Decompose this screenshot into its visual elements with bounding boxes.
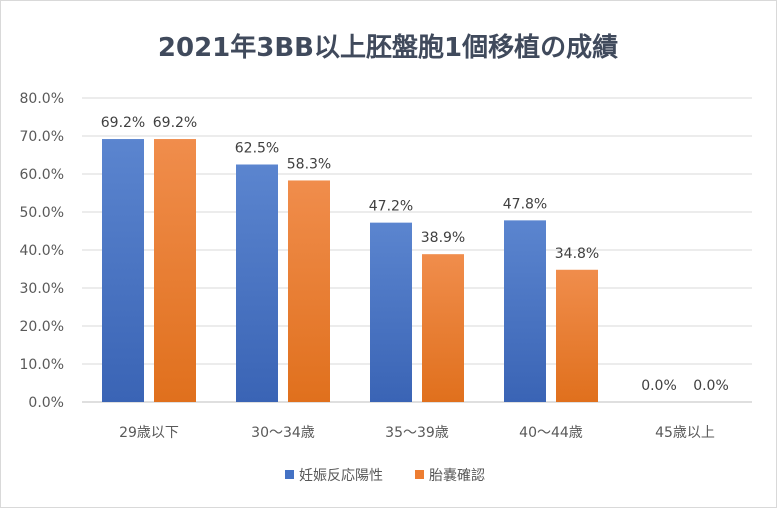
chart-title: 2021年3BB以上胚盤胞1個移植の成績 [158, 32, 618, 63]
data-label: 34.8% [555, 246, 599, 262]
x-axis: 29歳以下 30～34歳 35～39歳 40～44歳 45歳以上 [119, 425, 715, 441]
data-label: 38.9% [421, 230, 465, 246]
bar-positive-3 [504, 220, 546, 402]
bars: 69.2% 69.2% 62.5% 58.3% 47.2% 38.9% 47.8% 34.8%… [101, 115, 729, 403]
bar-positive-1 [236, 164, 278, 402]
y-tick-label: 30.0% [20, 281, 64, 297]
legend: 妊娠反応陽性 胎嚢確認 [285, 468, 485, 484]
data-label: 47.8% [503, 196, 547, 212]
y-tick-label: 10.0% [20, 357, 64, 373]
x-tick-label: 40～44歳 [519, 425, 583, 441]
legend-label-0: 妊娠反応陽性 [299, 468, 383, 484]
bar-sac-1 [288, 180, 330, 402]
y-tick-label: 50.0% [20, 205, 64, 221]
x-tick-label: 45歳以上 [655, 425, 715, 441]
y-tick-label: 20.0% [20, 319, 64, 335]
bar-sac-3 [556, 269, 598, 402]
data-label: 69.2% [101, 115, 145, 131]
x-tick-label: 29歳以下 [119, 425, 179, 441]
y-tick-label: 40.0% [20, 243, 64, 259]
legend-label-1: 胎嚢確認 [429, 468, 485, 484]
x-tick-label: 35～39歳 [385, 425, 449, 441]
y-tick-label: 60.0% [20, 167, 64, 183]
x-tick-label: 30～34歳 [251, 425, 315, 441]
data-label: 58.3% [287, 156, 331, 172]
legend-swatch-1 [415, 470, 424, 479]
y-tick-label: 70.0% [20, 129, 64, 145]
legend-swatch-0 [285, 470, 294, 479]
data-label: 69.2% [153, 115, 197, 131]
y-axis: 0.0% 10.0% 20.0% 30.0% 40.0% 50.0% 60.0% 70.0% 8… [20, 91, 64, 411]
data-label: 47.2% [369, 199, 413, 215]
data-label: 0.0% [693, 378, 729, 394]
data-label: 62.5% [235, 141, 279, 157]
bar-sac-2 [422, 254, 464, 402]
data-label: 0.0% [641, 378, 677, 394]
bar-sac-0 [154, 139, 196, 403]
bar-positive-0 [102, 139, 144, 403]
bar-positive-2 [370, 222, 412, 402]
y-tick-label: 0.0% [28, 395, 64, 411]
y-tick-label: 80.0% [20, 91, 64, 107]
